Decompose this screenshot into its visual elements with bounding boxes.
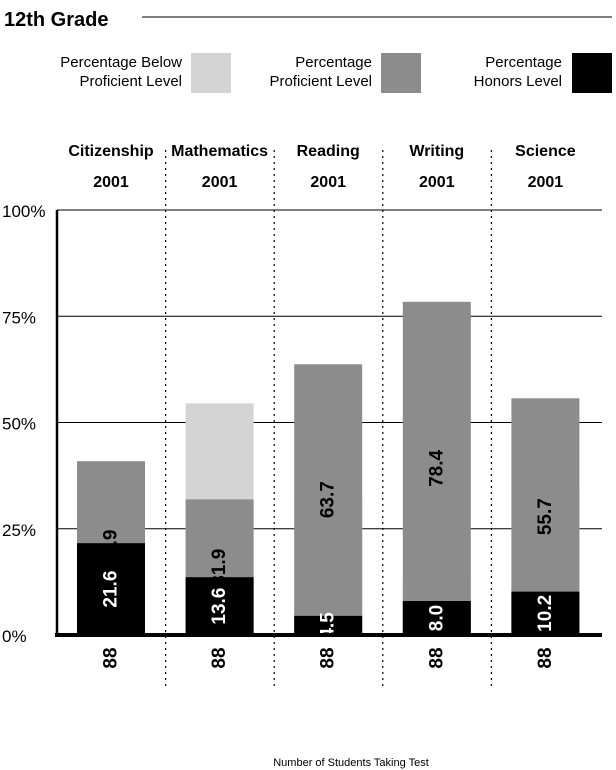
bar-segment: [402, 301, 471, 635]
legend-swatch-proficient: [381, 53, 421, 93]
legend-swatch-honors: [572, 53, 612, 93]
bar-segment: [294, 364, 363, 635]
legend-label-proficient-line1: Percentage: [295, 54, 372, 71]
students-tested-label: 88: [318, 647, 339, 668]
data-label: 55.7: [535, 498, 556, 535]
data-label: 8.0: [426, 605, 447, 631]
y-tick-label: 100%: [2, 202, 45, 221]
students-tested-label: 88: [101, 647, 122, 668]
data-label: 31.9: [209, 549, 230, 586]
students-tested-label: 88: [426, 647, 447, 668]
y-tick-label: 25%: [2, 521, 36, 540]
bar-segment: [402, 601, 471, 635]
data-label: 13.6: [209, 588, 230, 625]
footer-note: Number of Students Taking Test: [273, 757, 429, 769]
data-label: 4.5: [318, 612, 339, 639]
bar-segment: [511, 591, 580, 635]
category-year-label: 2001: [310, 174, 346, 191]
category-label: Citizenship: [68, 143, 154, 160]
y-tick-label: 0%: [2, 627, 27, 646]
data-label: 21.6: [101, 571, 122, 608]
category-year-label: 2001: [93, 174, 129, 191]
data-label: 78.4: [426, 449, 447, 486]
data-label: 63.7: [318, 481, 339, 518]
legend-label-below-line1: Percentage Below: [60, 54, 182, 71]
y-tick-label: 75%: [2, 308, 36, 327]
category-year-label: 2001: [202, 174, 238, 191]
category-label: Science: [515, 143, 576, 160]
category-year-label: 2001: [528, 174, 564, 191]
plot-area: 0%25%50%75%100%Citizenship200137.540.921…: [2, 143, 602, 690]
students-tested-label: 88: [209, 647, 230, 668]
category-label: Reading: [297, 143, 360, 160]
students-tested-label: 88: [535, 647, 556, 668]
bar-segment: [294, 615, 363, 635]
legend-label-honors-line1: Percentage: [485, 54, 562, 71]
legend-label-below-line2: Proficient Level: [79, 73, 182, 90]
legend-label-proficient-line2: Proficient Level: [269, 73, 372, 90]
y-tick-label: 50%: [2, 415, 36, 434]
legend: Percentage Below Proficient Level Percen…: [60, 53, 612, 93]
page-title: 12th Grade: [4, 9, 108, 31]
bar-segment: [185, 577, 254, 635]
legend-swatch-below: [191, 53, 231, 93]
category-year-label: 2001: [419, 174, 455, 191]
legend-label-honors-line2: Honors Level: [474, 73, 562, 90]
data-label: 10.2: [535, 595, 556, 632]
category-label: Mathematics: [171, 143, 268, 160]
bar-segment: [77, 543, 145, 635]
category-label: Writing: [409, 143, 464, 160]
